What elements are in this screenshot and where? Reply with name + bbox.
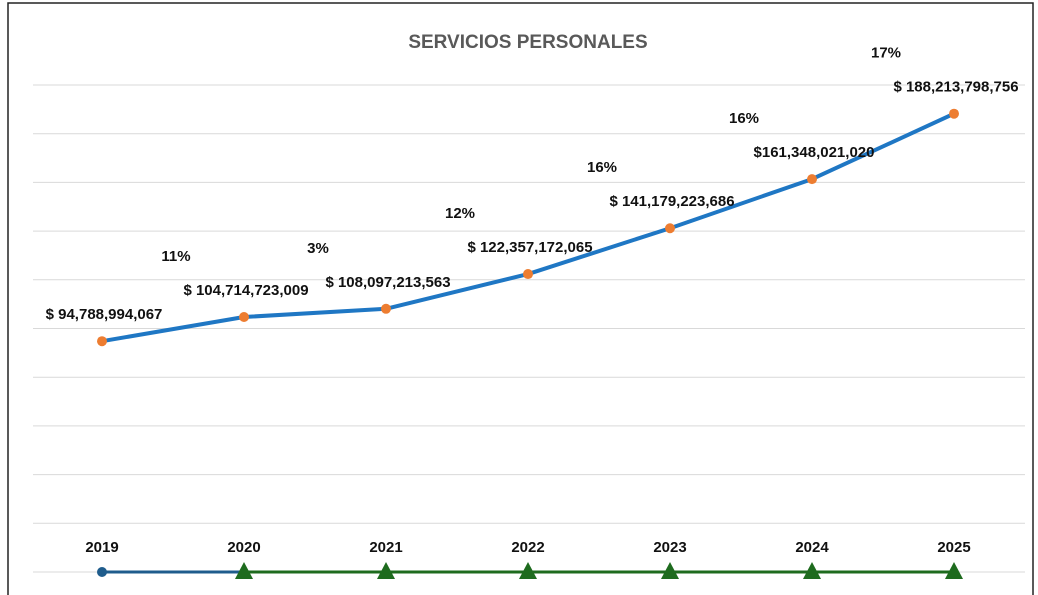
x-tick-label: 2024	[795, 539, 829, 556]
data-point	[519, 562, 537, 579]
growth-label: 11%	[161, 248, 190, 265]
growth-label: 16%	[729, 110, 759, 127]
x-tick-label: 2020	[227, 539, 260, 556]
data-point	[377, 562, 395, 579]
data-label: $ 104,714,723,009	[183, 282, 308, 299]
data-label: $ 122,357,172,065	[467, 239, 592, 256]
growth-label: 16%	[587, 159, 617, 176]
data-point	[949, 108, 959, 119]
data-point	[239, 312, 249, 323]
data-point	[945, 562, 963, 579]
data-point	[807, 174, 817, 185]
data-label: $ 108,097,213,563	[325, 274, 450, 291]
data-point	[665, 223, 675, 234]
data-point	[803, 562, 821, 579]
data-label: $161,348,021,020	[754, 144, 875, 161]
data-point	[97, 336, 107, 347]
data-label: $ 94,788,994,067	[46, 306, 163, 323]
x-tick-label: 2021	[369, 539, 402, 556]
data-label: $ 141,179,223,686	[609, 193, 734, 210]
growth-label: 3%	[307, 240, 329, 257]
data-point	[97, 567, 107, 577]
x-tick-label: 2019	[85, 539, 118, 556]
x-tick-label: 2025	[937, 539, 970, 556]
data-point	[523, 269, 533, 280]
chart-title: SERVICIOS PERSONALES	[408, 32, 647, 53]
data-point	[381, 303, 391, 314]
x-tick-label: 2022	[511, 539, 544, 556]
data-label: $ 188,213,798,756	[893, 79, 1018, 96]
growth-label: 12%	[445, 205, 475, 222]
growth-label: 17%	[871, 45, 901, 62]
chart-frame	[7, 2, 1034, 595]
x-tick-label: 2023	[653, 539, 686, 556]
data-point	[661, 562, 679, 579]
data-point	[235, 562, 253, 579]
